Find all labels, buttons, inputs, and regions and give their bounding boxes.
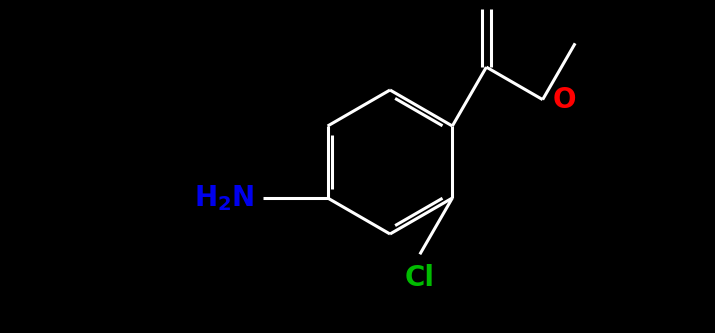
- Text: Cl: Cl: [405, 264, 435, 292]
- Text: O: O: [553, 86, 576, 114]
- Text: O: O: [475, 0, 498, 1]
- Text: $\mathregular{H_2N}$: $\mathregular{H_2N}$: [194, 183, 255, 213]
